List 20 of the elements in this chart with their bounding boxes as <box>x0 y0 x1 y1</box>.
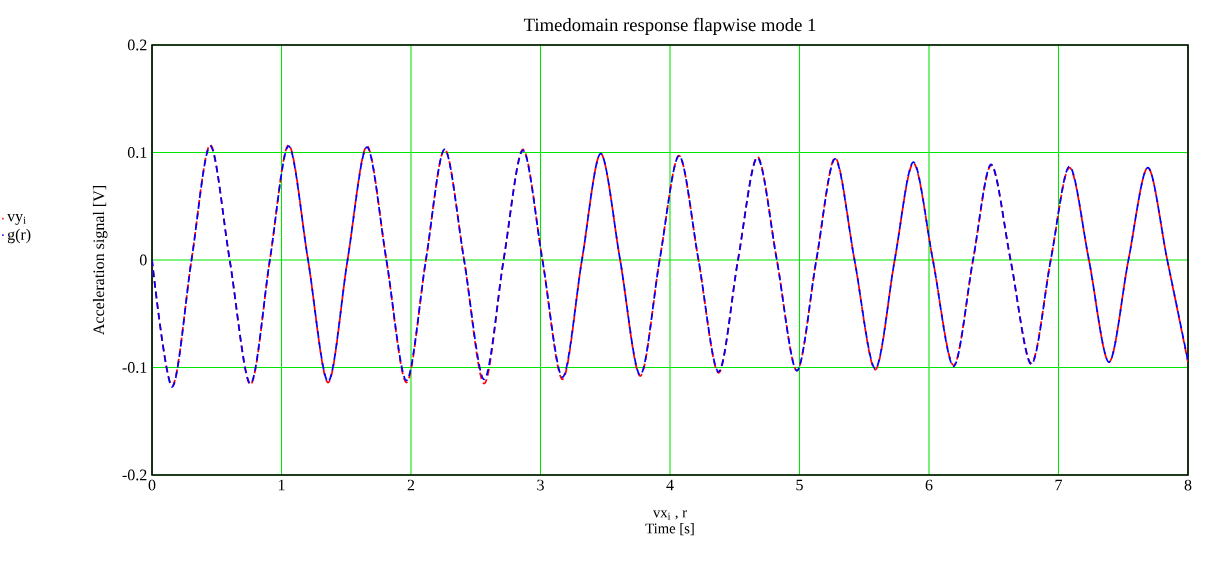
y-axis-title: Acceleration signal [V] <box>92 186 108 335</box>
x-axis-title: vx$_{i}$ , r <box>652 510 687 520</box>
x-tick-label: 7 <box>1055 479 1063 491</box>
legend-label: g(r) <box>7 228 31 244</box>
x-tick-label: 2 <box>407 479 415 491</box>
x-tick-label: 1 <box>278 479 285 491</box>
y-tick-label: 0.1 <box>127 147 147 158</box>
x-tick-label: 4 <box>666 479 674 491</box>
text: Time [s] <box>645 523 694 536</box>
x-tick-label: 0 <box>148 479 156 491</box>
y-tick-label: -0.2 <box>122 469 147 481</box>
x-tick-label: 5 <box>796 479 803 491</box>
x-tick-label: 6 <box>925 479 933 491</box>
chart-title: Timedomain response flapwise mode 1 <box>523 17 816 35</box>
x-tick-label: 3 <box>537 479 544 491</box>
y-tick-label: -0.1 <box>122 362 147 373</box>
legend-label: vy$_{i}$ <box>7 214 26 225</box>
y-tick-label: 0.2 <box>127 39 147 51</box>
y-tick-label: 0 <box>139 254 147 266</box>
x-tick-label: 8 <box>1184 479 1192 491</box>
